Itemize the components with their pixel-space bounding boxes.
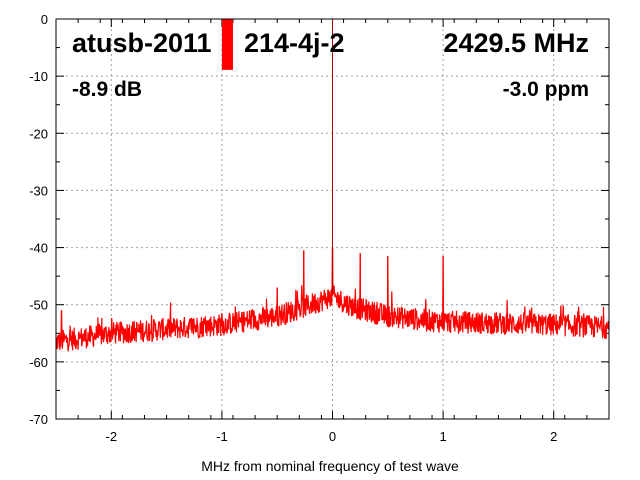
level-bar <box>221 19 233 70</box>
y-tick-label: -40 <box>29 241 48 256</box>
y-tick-label: -60 <box>29 355 48 370</box>
title-left-suffix: 214-4j-2 <box>244 28 345 58</box>
title-left: atusb-2011 <box>72 28 212 58</box>
x-tick-label: -2 <box>106 429 118 444</box>
spectrum-series <box>55 19 610 352</box>
y-tick-label: 0 <box>41 12 48 27</box>
level-readout: -8.9 dB <box>72 78 142 101</box>
y-tick-label: -20 <box>29 126 48 141</box>
y-tick-label: -50 <box>29 298 48 313</box>
x-axis-label: MHz from nominal frequency of test wave <box>201 458 459 474</box>
x-tick-label: 1 <box>439 429 446 444</box>
ppm-readout: -3.0 ppm <box>503 78 589 101</box>
x-tick-label: 2 <box>550 429 557 444</box>
y-tick-label: -70 <box>29 412 48 427</box>
tick-labels: -2 -1 0 1 20-10-20-30-40-50-60-70 <box>29 12 557 444</box>
title-right: 2429.5 MHz <box>443 28 589 58</box>
x-tick-label: -1 <box>216 429 228 444</box>
plot-frame <box>55 18 610 420</box>
y-tick-label: -30 <box>29 183 48 198</box>
x-tick-label: 0 <box>329 429 336 444</box>
y-tick-label: -10 <box>29 69 48 84</box>
